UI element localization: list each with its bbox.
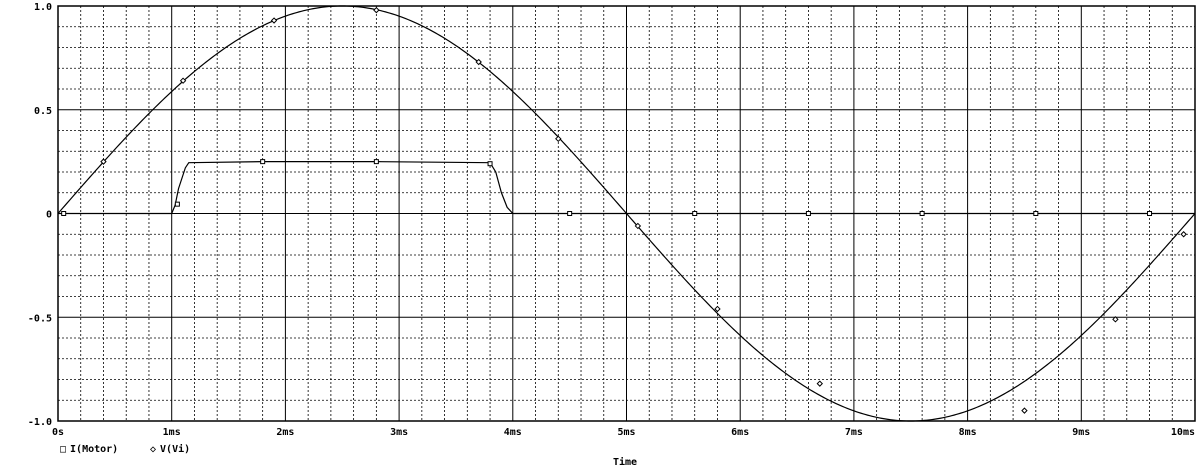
x-axis-title: Time [613, 456, 637, 468]
x-tick-label: 7ms [845, 427, 863, 438]
marker-imotor [805, 211, 811, 216]
y-tick-label: -0.5 [28, 313, 52, 324]
x-tick-label: 0s [52, 427, 64, 438]
legend: □ I(Motor) ◇ V(Vi) [60, 443, 190, 455]
y-tick-label: 0.5 [34, 106, 52, 117]
x-tick-labels: 0s 1ms 2ms 3ms 4ms 5ms 6ms 7ms 8ms 9ms 10ms [52, 427, 1195, 438]
y-tick-label: 0 [46, 210, 52, 221]
plot-frame [57, 5, 1196, 422]
legend-label-vvi: V(Vi) [160, 443, 190, 455]
markers [61, 6, 1187, 414]
y-tick-label: 1.0 [34, 2, 52, 13]
x-tick-label: 4ms [504, 427, 522, 438]
marker-vvi [179, 77, 187, 84]
marker-vvi [816, 380, 823, 387]
marker-imotor [1147, 211, 1153, 216]
marker-imotor [692, 211, 698, 216]
marker-vvi [634, 222, 642, 230]
marker-imotor [487, 161, 493, 167]
marker-vvi [1112, 316, 1119, 323]
x-tick-label: 3ms [390, 427, 408, 438]
marker-imotor [260, 159, 266, 165]
marker-vvi [475, 58, 482, 66]
legend-item-vvi: ◇ V(Vi) [150, 443, 190, 455]
x-tick-label: 1ms [163, 427, 181, 438]
series-line-vvi [57, 5, 1196, 422]
marker-imotor [567, 211, 573, 216]
x-tick-label: 9ms [1072, 427, 1090, 438]
series [57, 5, 1196, 422]
x-tick-label: 10ms [1171, 427, 1195, 438]
marker-imotor [1033, 211, 1039, 216]
marker-vvi [1021, 407, 1028, 414]
marker-vvi [373, 6, 380, 14]
marker-imotor [174, 201, 180, 207]
x-tick-label: 8ms [959, 427, 977, 438]
marker-vvi [270, 17, 278, 24]
marker-vvi [100, 158, 107, 165]
legend-symbol-diamond: ◇ [150, 444, 156, 455]
marker-vvi [714, 305, 721, 313]
marker-imotor [373, 159, 379, 165]
y-tick-labels: 1.0 0.5 0 -0.5 -1.0 [28, 2, 52, 428]
legend-symbol-square: □ [60, 444, 66, 455]
x-tick-label: 2ms [276, 427, 294, 438]
marker-vvi [555, 135, 562, 143]
marker-imotor [61, 211, 67, 216]
marker-imotor [919, 211, 925, 216]
x-tick-label: 5ms [617, 427, 635, 438]
x-tick-label: 6ms [731, 427, 749, 438]
legend-label-imotor: I(Motor) [70, 444, 118, 455]
y-tick-label: -1.0 [28, 417, 52, 428]
marker-vvi [1180, 231, 1187, 238]
series-line-imotor [58, 161, 1195, 215]
legend-item-imotor: □ I(Motor) [60, 444, 118, 455]
